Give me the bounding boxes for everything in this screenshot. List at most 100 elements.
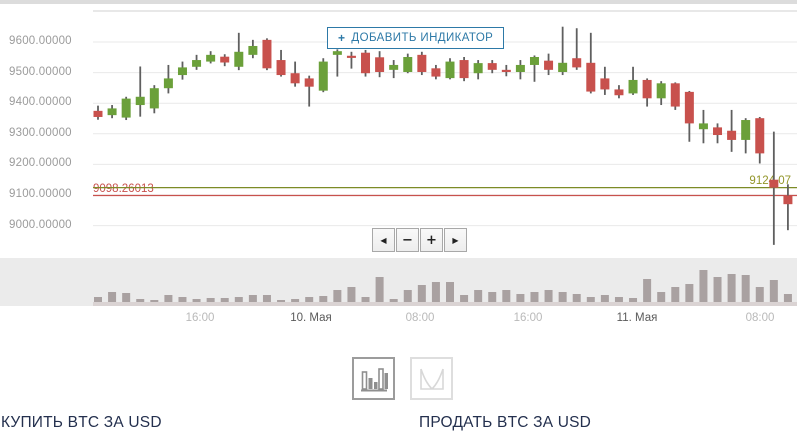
- candle-body: [304, 78, 314, 87]
- candle-body: [318, 61, 328, 91]
- volume-bar: [783, 294, 792, 302]
- candle-body: [642, 79, 652, 99]
- volume-bar: [136, 299, 145, 302]
- volume-bar: [474, 290, 483, 302]
- volume-bar: [389, 299, 398, 302]
- plus-icon: +: [338, 31, 346, 45]
- candle-body: [572, 58, 582, 68]
- minus-icon: −: [402, 232, 413, 248]
- candle-body: [177, 67, 187, 76]
- sell-btc-heading[interactable]: ПРОДАТЬ BTC ЗА USD: [419, 414, 592, 431]
- candle-body: [290, 73, 300, 84]
- candle-body: [755, 118, 765, 154]
- volume-bar: [431, 282, 440, 302]
- candle-body: [192, 60, 202, 67]
- y-axis-label: 9200.00000: [9, 157, 72, 170]
- left-arrow-icon: ◀: [380, 235, 387, 245]
- volume-bar: [713, 277, 722, 302]
- candle-body: [459, 60, 469, 79]
- candle-body: [684, 91, 694, 124]
- volume-bar: [403, 290, 412, 302]
- volume-bar: [375, 277, 384, 302]
- volume-bar: [446, 282, 454, 302]
- candle-body: [163, 78, 173, 89]
- y-axis-label: 9500.00000: [9, 65, 72, 78]
- volume-bar: [122, 293, 131, 302]
- volume-bar: [727, 274, 736, 302]
- candle-body: [544, 60, 554, 70]
- volume-bar: [657, 292, 666, 302]
- volume-bar: [502, 290, 511, 302]
- candle-body: [769, 179, 779, 188]
- volume-bar: [262, 295, 271, 302]
- candle-body: [473, 63, 483, 74]
- buy-btc-heading[interactable]: КУПИТЬ BTC ЗА USD: [1, 414, 162, 431]
- chart-nav-buttons: ◀ − + ▶: [372, 228, 467, 252]
- volume-bar: [558, 292, 567, 302]
- volume-bar: [305, 297, 314, 302]
- candle-body: [713, 127, 723, 136]
- candle-body: [361, 52, 371, 74]
- volume-bar: [629, 298, 638, 302]
- candle-body: [431, 68, 441, 77]
- candle-body: [783, 195, 793, 205]
- x-axis-label-time: 08:00: [405, 312, 435, 324]
- candle-body: [656, 83, 666, 99]
- x-axis-label-time: 08:00: [745, 312, 775, 324]
- volume-bar: [164, 295, 173, 302]
- x-axis-label-date: 10. Мая: [290, 312, 332, 324]
- plus-icon: +: [426, 232, 437, 248]
- volume-bar: [361, 297, 370, 302]
- candle-body: [332, 51, 342, 55]
- volume-bar: [769, 280, 778, 302]
- zoom-in-button[interactable]: +: [420, 228, 443, 252]
- y-axis-label: 9400.00000: [9, 96, 72, 109]
- volume-bar: [150, 300, 159, 302]
- volume-bar: [755, 287, 764, 302]
- x-axis-label-time: 16:00: [513, 312, 543, 324]
- candle-body: [276, 60, 286, 76]
- candle-body: [487, 63, 497, 70]
- candlestick-chart[interactable]: [0, 0, 797, 310]
- candle-body: [417, 54, 427, 72]
- candle-body: [614, 89, 624, 96]
- volume-bar: [488, 292, 497, 302]
- x-axis-label-date: 11. Мая: [616, 312, 658, 324]
- y-axis-label: 9000.00000: [9, 218, 72, 231]
- candle-body: [670, 83, 680, 107]
- top-divider: [0, 0, 797, 4]
- candle-body: [248, 45, 258, 55]
- volume-bar: [516, 294, 525, 302]
- volume-baseline: [93, 302, 797, 306]
- volume-bar: [192, 299, 201, 302]
- candle-body: [121, 98, 131, 118]
- candle-body: [220, 56, 230, 63]
- volume-bar: [530, 292, 539, 302]
- candle-body: [403, 56, 413, 72]
- add-indicator-button[interactable]: + ДОБАВИТЬ ИНДИКАТОР: [327, 27, 505, 49]
- volume-bar: [586, 297, 595, 302]
- volume-bar: [178, 297, 187, 302]
- add-indicator-label: ДОБАВИТЬ ИНДИКАТОР: [351, 32, 494, 44]
- zoom-out-button[interactable]: −: [396, 228, 419, 252]
- volume-bar: [699, 270, 708, 302]
- volume-bar: [277, 300, 286, 302]
- candle-body: [628, 79, 638, 94]
- volume-bar: [572, 294, 581, 302]
- chart-type-candles-button[interactable]: [352, 357, 395, 400]
- candle-body: [445, 61, 455, 79]
- chart-type-depth-button[interactable]: [410, 357, 453, 400]
- buy-price-label: 9098.26013: [93, 183, 154, 196]
- candle-body: [262, 39, 272, 69]
- candle-body: [600, 78, 610, 90]
- candle-body: [149, 88, 159, 109]
- candle-body: [234, 51, 244, 67]
- volume-bar: [741, 275, 750, 302]
- pan-right-button[interactable]: ▶: [444, 228, 467, 252]
- volume-bar: [685, 284, 694, 302]
- volume-bar: [600, 295, 609, 302]
- candle-body: [375, 57, 385, 72]
- pan-left-button[interactable]: ◀: [372, 228, 395, 252]
- y-axis-label: 9600.00000: [9, 35, 72, 47]
- candle-body: [698, 123, 708, 130]
